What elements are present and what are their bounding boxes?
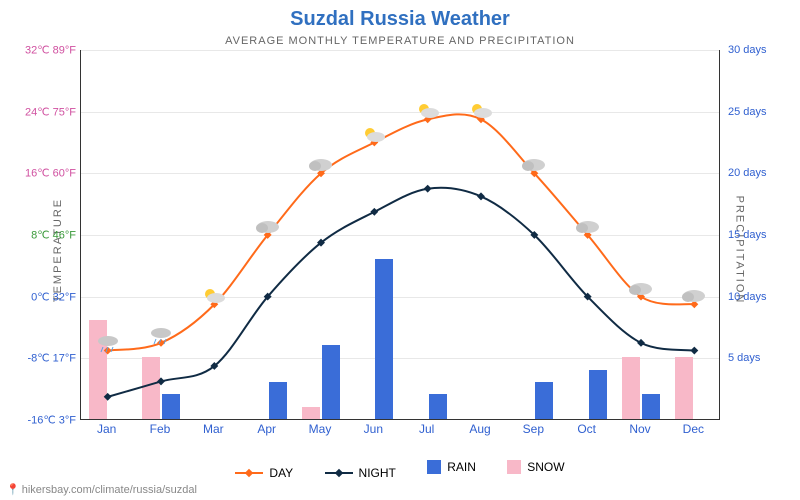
x-tick: Aug — [469, 422, 490, 436]
x-tick: Oct — [577, 422, 596, 436]
y-tick-left: 0℃ 32°F — [0, 290, 76, 303]
chart-subtitle: AVERAGE MONTHLY TEMPERATURE AND PRECIPIT… — [0, 31, 800, 47]
night-marker — [424, 185, 432, 193]
weather-icon — [414, 101, 442, 121]
chart-legend: DAY NIGHT RAIN SNOW — [0, 460, 800, 480]
legend-rain-label: RAIN — [447, 460, 476, 474]
weather-icon — [680, 286, 708, 306]
legend-day-label: DAY — [269, 466, 293, 480]
legend-snow-label: SNOW — [527, 460, 564, 474]
legend-rain: RAIN — [427, 460, 476, 474]
y-tick-left: 24℃ 75°F — [0, 105, 76, 118]
x-tick: Feb — [150, 422, 171, 436]
y-tick-right: 30 days — [724, 44, 800, 56]
y-tick-right: 25 days — [724, 106, 800, 118]
x-tick: Jan — [97, 422, 116, 436]
weather-icon — [254, 217, 282, 237]
legend-snow: SNOW — [507, 460, 564, 474]
y-axis-label-right: PRECIPITATION — [734, 196, 746, 305]
x-tick: Apr — [257, 422, 276, 436]
weather-icon — [574, 217, 602, 237]
legend-night: NIGHT — [325, 466, 396, 480]
weather-icon — [307, 155, 335, 175]
x-tick: Nov — [629, 422, 650, 436]
y-tick-left: 32℃ 89°F — [0, 44, 76, 57]
weather-icon — [520, 155, 548, 175]
y-tick-right: 20 days — [724, 167, 800, 179]
y-tick-right: 10 days — [724, 291, 800, 303]
x-tick: Dec — [683, 422, 704, 436]
night-marker — [370, 208, 378, 216]
night-marker — [157, 377, 165, 385]
chart-lines — [81, 50, 719, 419]
night-marker — [690, 347, 698, 355]
y-tick-left: -16℃ 3°F — [0, 414, 76, 427]
y-tick-right: 5 days — [724, 352, 800, 364]
legend-day: DAY — [235, 466, 293, 480]
y-tick-left: -8℃ 17°F — [0, 352, 76, 365]
night-line — [108, 188, 695, 397]
weather-icon — [94, 333, 122, 353]
night-marker — [477, 192, 485, 200]
x-tick: Jun — [364, 422, 383, 436]
weather-icon — [200, 286, 228, 306]
y-tick-left: 16℃ 60°F — [0, 167, 76, 180]
x-tick: Jul — [419, 422, 434, 436]
x-tick: May — [309, 422, 332, 436]
night-marker — [637, 339, 645, 347]
night-marker — [104, 393, 112, 401]
chart-plot-area — [80, 50, 720, 420]
legend-night-label: NIGHT — [359, 466, 396, 480]
y-tick-left: 8℃ 46°F — [0, 229, 76, 242]
source-url: hikersbay.com/climate/russia/suzdal — [22, 484, 197, 496]
weather-icon — [467, 101, 495, 121]
y-axis-label-left: TEMPERATURE — [52, 198, 64, 302]
weather-icon — [147, 325, 175, 345]
x-tick: Sep — [523, 422, 544, 436]
source-attribution: 📍hikersbay.com/climate/russia/suzdal — [6, 483, 197, 496]
pin-icon: 📍 — [6, 484, 20, 496]
page-title: Suzdal Russia Weather — [0, 0, 800, 31]
x-tick: Mar — [203, 422, 224, 436]
weather-icon — [627, 279, 655, 299]
weather-icon — [360, 125, 388, 145]
y-tick-right: 15 days — [724, 229, 800, 241]
